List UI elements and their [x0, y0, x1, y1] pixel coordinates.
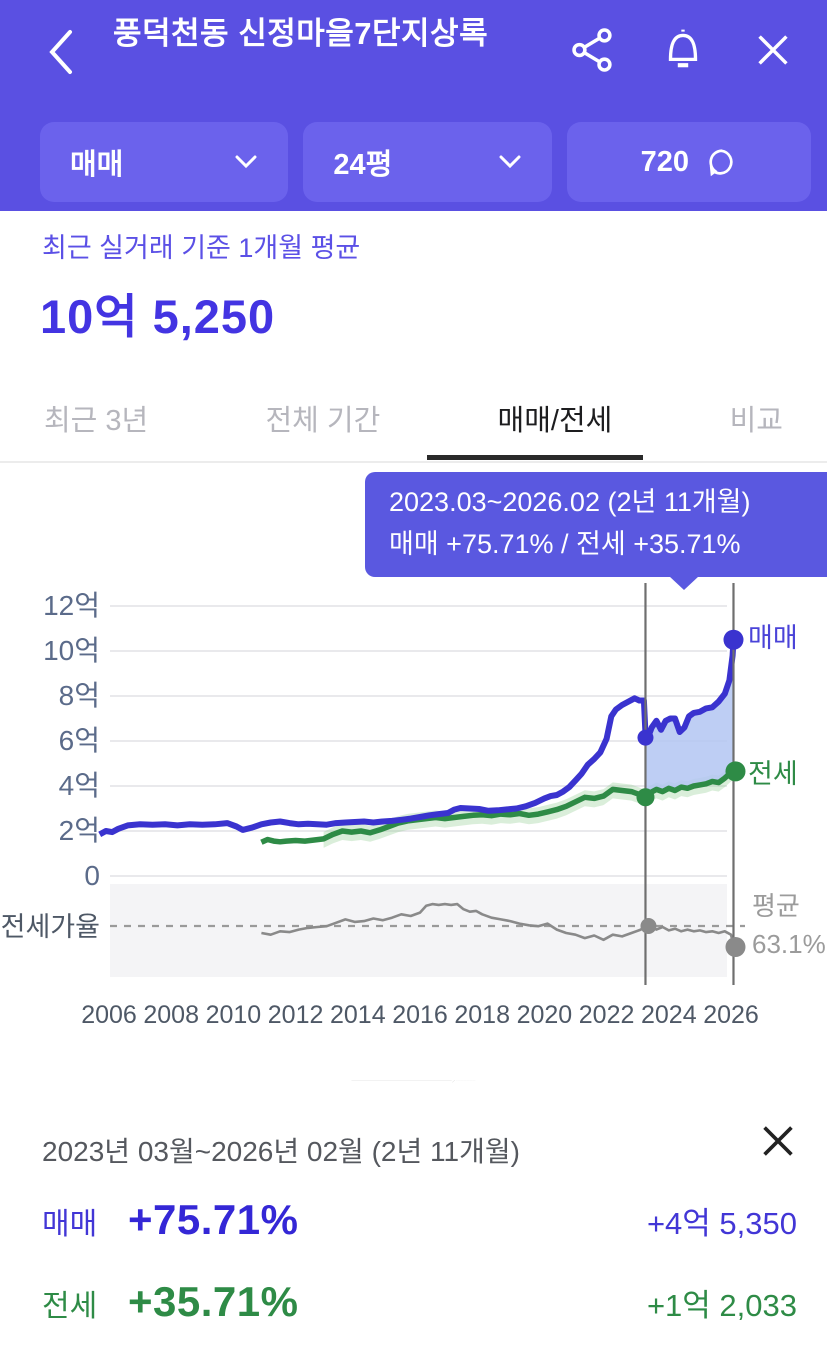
- jeonse-row-label: 전세: [42, 1290, 98, 1323]
- chevron-down-icon: [499, 155, 521, 169]
- bell-icon[interactable]: [657, 24, 709, 76]
- tooltip-change: 매매 +75.71% / 전세 +35.71%: [389, 528, 741, 559]
- selection-period: 2023년 03월~2026년 02월 (2년 11개월): [42, 1136, 520, 1167]
- app-header: 풍덕천동 신정마을7단지상록 매매: [0, 0, 827, 211]
- x-axis-tick: 2020: [517, 1001, 573, 1029]
- chart-range-tooltip: 2023.03~2026.02 (2년 11개월) 매매 +75.71% / 전…: [365, 472, 827, 590]
- chart-resize-handle[interactable]: [0, 1080, 827, 1083]
- tab-recent-3y[interactable]: 최근 3년: [44, 405, 149, 437]
- close-icon[interactable]: [747, 24, 799, 76]
- x-axis-tick: 2010: [206, 1001, 262, 1029]
- chat-bubble-icon: [709, 149, 733, 177]
- chevron-down-icon: [235, 155, 257, 169]
- y-axis-tick: 8억: [59, 680, 100, 711]
- share-icon[interactable]: [567, 24, 619, 76]
- x-axis-tick: 2016: [392, 1001, 448, 1029]
- active-tab-underline: [427, 455, 643, 460]
- x-axis-tick: 2022: [579, 1001, 635, 1029]
- trade-type-label: 매매: [70, 149, 124, 181]
- jeonse-row-pct: +35.71%: [128, 1278, 299, 1325]
- jeonse-row-amount: +1억 2,033: [646, 1288, 797, 1323]
- back-button[interactable]: [38, 22, 88, 82]
- x-axis-tick: 2024: [641, 1001, 697, 1029]
- legend-avg: 평균: [752, 891, 800, 921]
- price-chart[interactable]: 12억 10억 8억 6억 4억 2억 0 전세가율 2006 2008 2010 2012 2014 2…: [0, 460, 827, 1085]
- x-axis-tick: 2006: [81, 1001, 137, 1029]
- jeonse-change-row: 전세 +35.71% +1억 2,033: [42, 1278, 797, 1326]
- page-title: 풍덕천동 신정마을7단지상록: [113, 16, 489, 51]
- x-axis-tick: 2014: [330, 1001, 386, 1029]
- y-axis-tick: 12억: [43, 590, 100, 621]
- tooltip-arrow: [669, 576, 699, 590]
- chart-tabs: 최근 3년 전체 기간 매매/전세 비교: [0, 383, 827, 463]
- panel-close-icon[interactable]: [755, 1118, 801, 1164]
- chat-count-button[interactable]: 720: [566, 122, 812, 202]
- x-axis-tick: 2012: [268, 1001, 324, 1029]
- sale-row-pct: +75.71%: [128, 1196, 299, 1243]
- y-axis-tick: 10억: [43, 635, 100, 666]
- y-axis-tick: 0: [84, 860, 100, 891]
- summary-caption: 최근 실거래 기준 1개월 평균: [42, 233, 361, 263]
- y-axis-tick: 6억: [59, 725, 100, 756]
- x-axis-tick: 2018: [454, 1001, 510, 1029]
- sale-row-amount: +4억 5,350: [646, 1206, 797, 1241]
- size-label: 24평: [333, 149, 393, 181]
- x-axis-tick: 2008: [143, 1001, 199, 1029]
- size-dropdown[interactable]: 24평: [303, 122, 552, 202]
- legend-sale: 매매: [748, 623, 798, 653]
- chat-count: 720: [640, 145, 690, 178]
- y-axis-tick: 2억: [59, 815, 100, 846]
- tab-compare[interactable]: 비교: [729, 405, 783, 437]
- legend-avg-value: 63.1%: [752, 929, 826, 959]
- selection-detail-panel: 2023년 03월~2026년 02월 (2년 11개월) 매매 +75.71%…: [0, 1100, 827, 1361]
- tab-full-period[interactable]: 전체 기간: [265, 405, 381, 437]
- sub-axis-label: 전세가율: [1, 912, 100, 942]
- sale-change-row: 매매 +75.71% +4억 5,350: [42, 1196, 797, 1244]
- trade-type-dropdown[interactable]: 매매: [40, 122, 289, 202]
- x-axis-tick: 2026: [703, 1001, 759, 1029]
- summary-price: 10억 5,250: [40, 290, 276, 343]
- tab-sale-jeonse[interactable]: 매매/전세: [497, 405, 613, 437]
- tooltip-period: 2023.03~2026.02 (2년 11개월): [389, 487, 751, 517]
- sale-row-label: 매매: [42, 1208, 98, 1241]
- legend-jeonse: 전세: [748, 759, 798, 789]
- y-axis-tick: 4억: [59, 770, 100, 801]
